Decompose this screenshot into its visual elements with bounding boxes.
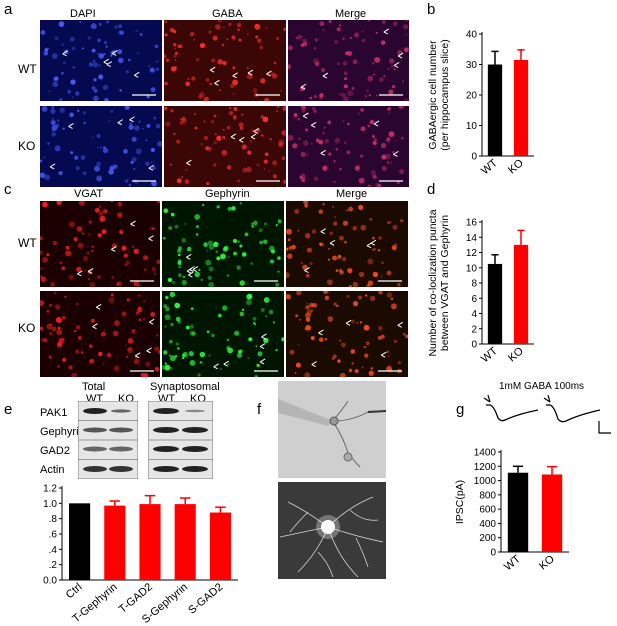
y-axis-label: (per hippocampus slice) [439, 39, 451, 150]
bar [513, 59, 529, 156]
x-tick-label: WT [479, 345, 500, 365]
western-blot-total [78, 401, 138, 479]
bar [174, 504, 196, 580]
bar [69, 503, 91, 580]
x-tick-label: Ctrl [64, 581, 85, 601]
panel-b-label: b [427, 1, 436, 18]
ipsc-traces [483, 394, 611, 434]
y-axis-label: between VGAT and Gephyrin [439, 215, 451, 351]
y-tick-label: 12 [466, 248, 478, 259]
y-tick-label: 800 [479, 490, 496, 501]
y-tick-label: 1200 [474, 462, 497, 473]
bar [507, 472, 529, 552]
western-blot-synaptosomal [148, 401, 213, 479]
y-tick-label: 1000 [474, 476, 497, 487]
panel-f-label: f [257, 401, 262, 418]
bar [209, 512, 231, 580]
micrograph-gaba-wt [164, 20, 286, 101]
y-tick-label: 40 [466, 30, 478, 41]
micrograph-fluorescent-neuron [278, 482, 386, 579]
micrograph-gephyrin-ko [162, 291, 284, 377]
micrograph-dapi-wt [40, 20, 162, 101]
blot-protein-gephyrin: Gephyrin [40, 426, 85, 438]
y-tick-label: 10 [466, 121, 478, 132]
panel-e-label: e [4, 401, 13, 418]
y-axis-label: GABAergic cell number [427, 40, 439, 150]
bar [513, 244, 529, 344]
col-header-dapi: DAPI [70, 8, 96, 20]
x-tick-label: WT [479, 157, 500, 177]
bar [541, 474, 563, 552]
y-tick-label: 1.0 [43, 499, 57, 510]
panel-a-label: a [4, 1, 13, 18]
y-tick-label: .4 [49, 545, 58, 556]
micrograph-gaba-ko [164, 106, 286, 187]
row-label-wt-c: WT [18, 236, 37, 250]
blot-group-total: Total [82, 381, 106, 393]
y-tick-label: 0 [471, 152, 477, 163]
bar [139, 504, 161, 580]
x-tick-label: WT [502, 553, 523, 573]
blot-protein-gad2: GAD2 [40, 445, 70, 457]
blot-group-synaptosomal: Synaptosomal [150, 381, 220, 393]
bar [104, 505, 126, 580]
micrograph-merge-a-ko [288, 106, 409, 187]
x-tick-label: S-GAD2 [186, 581, 225, 617]
y-tick-label: 0 [490, 548, 496, 559]
col-header-gaba: GABA [212, 8, 243, 20]
x-tick-label: KO [506, 345, 526, 365]
micrograph-merge-c-ko [286, 291, 408, 377]
blot-protein-actin: Actin [40, 464, 65, 476]
y-tick-label: .2 [49, 560, 58, 571]
micrograph-gephyrin-wt [162, 201, 284, 287]
col-header-merge-c: Merge [336, 188, 368, 200]
micrograph-vgat-ko [40, 291, 160, 377]
blot-protein-pak1: PAK1 [40, 407, 68, 419]
panel-g-label: g [456, 401, 465, 418]
y-tick-label: 200 [479, 533, 496, 544]
bar [487, 263, 503, 344]
chart-d: 0 2 4 6 8 10 12 14 16 WT KO Number of co-loclizatio… [427, 209, 534, 365]
y-tick-label: 0 [471, 340, 477, 351]
y-tick-label: 10 [466, 263, 478, 274]
panel-d-label: d [427, 181, 436, 198]
chart-e: 0.0.2.4.6.81.01.2CtrlT-GephyrinT-GAD2S-G… [43, 484, 238, 626]
trace-stimulus-label: 1mM GABA 100ms [499, 381, 585, 392]
col-header-merge-a: Merge [335, 8, 367, 20]
row-label-ko-a: KO [18, 139, 36, 153]
bar [487, 64, 503, 156]
y-tick-label: 14 [466, 233, 478, 244]
chart-g: 0 200 400 600 800 1000 1200 1400 WT KO IPSC(pA) [454, 448, 569, 573]
x-tick-label: KO [537, 553, 557, 573]
y-axis-label: Number of co-loclization puncta [427, 209, 439, 356]
y-tick-label: 1400 [474, 448, 497, 459]
y-tick-label: 0.0 [43, 576, 57, 587]
panel-c-label: c [4, 181, 12, 198]
y-tick-label: 16 [466, 218, 478, 229]
x-tick-label: KO [506, 157, 526, 177]
y-tick-label: .6 [49, 530, 58, 541]
y-tick-label: 1.2 [43, 484, 57, 495]
col-header-gephyrin: Gephyrin [205, 188, 250, 200]
y-tick-label: 30 [466, 60, 478, 71]
y-tick-label: 20 [466, 91, 478, 102]
y-tick-label: 6 [471, 294, 477, 305]
micrograph-merge-c-wt [286, 201, 408, 287]
y-axis-label: IPSC(pA) [454, 480, 466, 524]
row-label-ko-c: KO [18, 321, 36, 335]
y-tick-label: .8 [49, 514, 58, 525]
row-label-wt-a: WT [18, 62, 37, 76]
col-header-vgat: VGAT [74, 188, 104, 200]
micrograph-brightfield-neuron [278, 381, 386, 478]
micrograph-dapi-ko [40, 106, 162, 187]
chart-b: 0 10 20 30 40 WT KO GABAergic cell number (per h… [427, 30, 534, 177]
micrograph-vgat-wt [40, 201, 160, 287]
y-tick-label: 4 [471, 309, 477, 320]
y-tick-label: 400 [479, 519, 496, 530]
y-tick-label: 2 [471, 324, 477, 335]
micrograph-merge-a-wt [288, 20, 409, 101]
y-tick-label: 8 [471, 279, 477, 290]
y-tick-label: 600 [479, 505, 496, 516]
